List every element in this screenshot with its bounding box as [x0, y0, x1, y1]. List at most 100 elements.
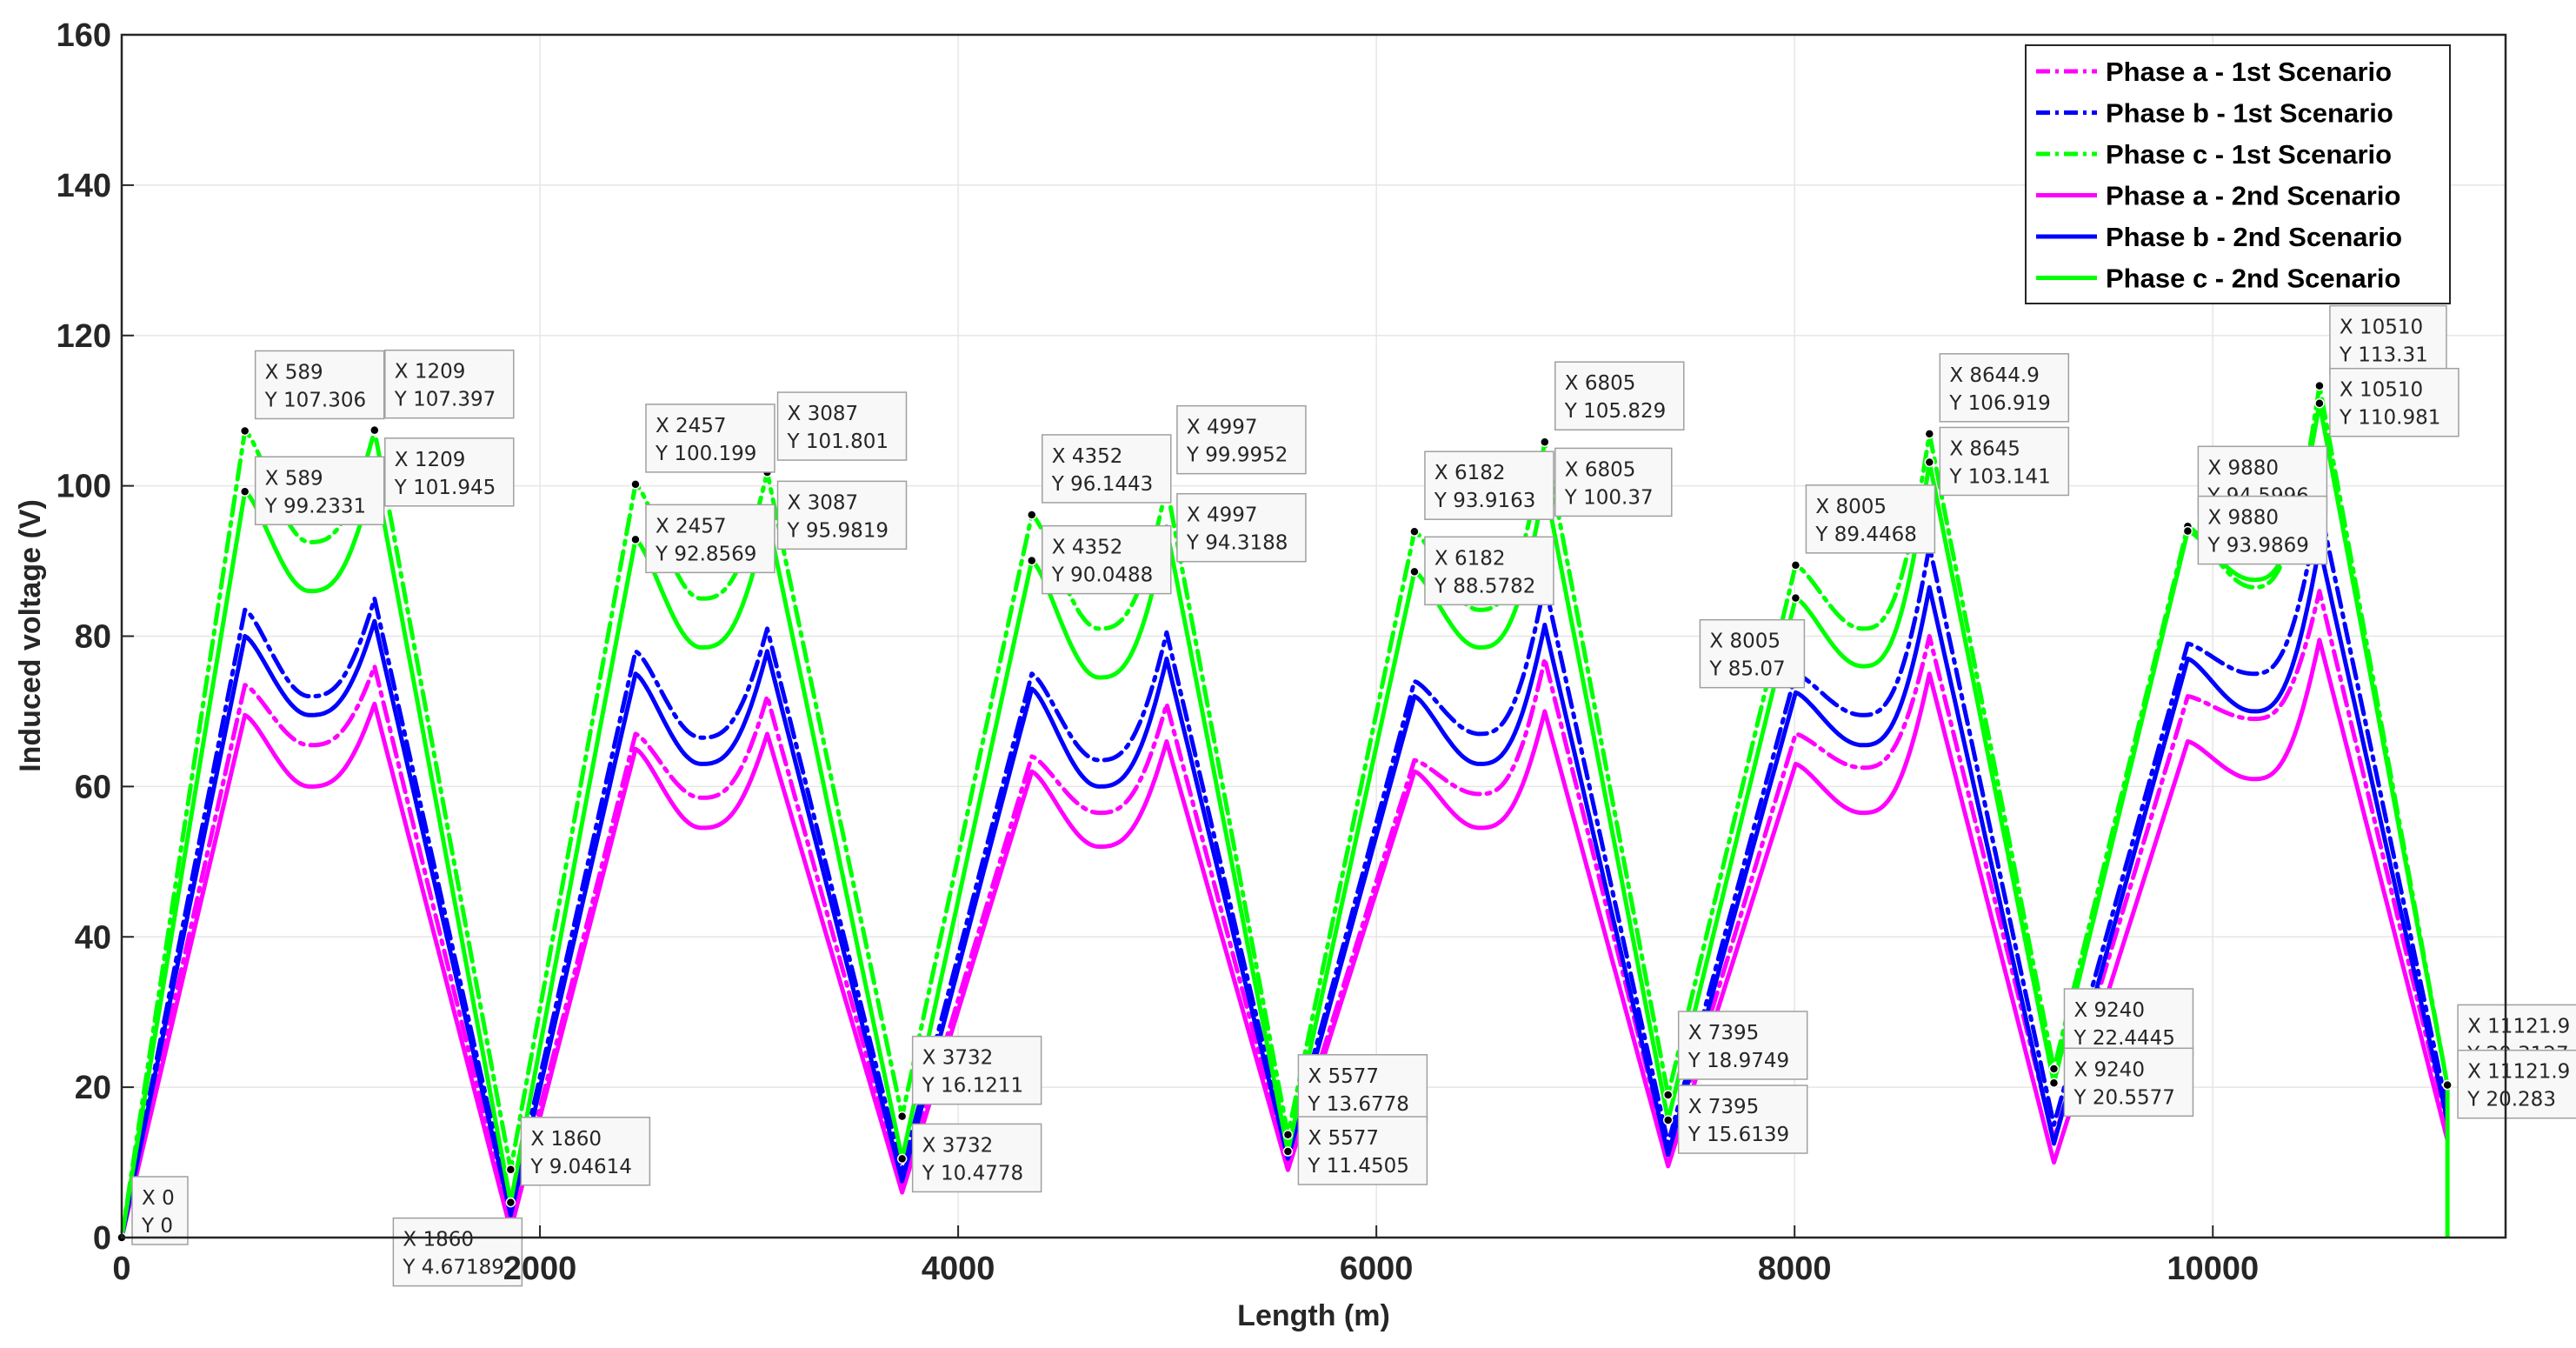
- datatip: X 3732 Y 16.1211: [911, 1035, 1042, 1105]
- datatip-y: Y 107.397: [394, 389, 496, 411]
- datatip-y: Y 13.6778: [1307, 1093, 1408, 1116]
- legend-entry-4: Phase a - 2nd Scenario: [2106, 181, 2400, 211]
- datatip-y: Y 10.4778: [922, 1162, 1023, 1185]
- datatip-marker: [2442, 1079, 2453, 1091]
- datatip-box: [1554, 447, 1673, 517]
- x-tick-label: 2000: [503, 1251, 577, 1287]
- datatip: X 8005 Y 89.4468: [1805, 484, 1936, 554]
- datatip-y: Y 15.6139: [1687, 1124, 1789, 1146]
- datatip-x: X 9880: [2207, 507, 2279, 530]
- datatip: X 8645 Y 103.141: [1939, 426, 2070, 497]
- datatip-x: X 6805: [1565, 458, 1636, 481]
- datatip-x: X 6182: [1434, 547, 1506, 570]
- datatip-marker: [1282, 1146, 1294, 1157]
- datatip-x: X 1860: [403, 1229, 474, 1251]
- datatip-marker: [2314, 380, 2325, 391]
- datatip: X 0Y 0: [131, 1176, 189, 1245]
- x-axis-label: Length (m): [1237, 1299, 1390, 1332]
- datatip-box: [1424, 450, 1554, 520]
- datatip-x: X 1209: [395, 449, 466, 471]
- datatip-marker: [1790, 592, 1801, 604]
- datatip-x: X 0: [142, 1187, 175, 1210]
- datatip-x: X 8645: [1949, 437, 2020, 460]
- datatip-x: X 2457: [656, 515, 727, 537]
- datatip-y: Y 0: [141, 1215, 173, 1238]
- y-tick-label: 80: [75, 619, 111, 656]
- datatip-box: [1042, 434, 1172, 504]
- legend-box: [2025, 44, 2451, 304]
- datatip-marker: [896, 1153, 908, 1164]
- series-line-5: [119, 544, 2450, 1240]
- y-tick-label: 100: [57, 469, 111, 505]
- datatip: X 589 Y 107.306: [254, 350, 385, 420]
- x-tick-label: 0: [112, 1251, 130, 1287]
- datatip-marker: [1662, 1090, 1674, 1100]
- datatip-x: X 2457: [656, 415, 727, 437]
- datatip-box: [392, 1217, 523, 1287]
- datatip-marker: [369, 424, 380, 436]
- datatip-box: [2063, 1047, 2194, 1118]
- datatip-marker: [505, 1164, 516, 1175]
- datatip-y: Y 4.67189: [402, 1257, 503, 1279]
- datatip: X 4997 Y 99.9952: [1176, 404, 1307, 475]
- datatip-box: [131, 1176, 189, 1245]
- legend-entry-1: Phase a - 1st Scenario: [2106, 57, 2392, 87]
- x-tick-label: 10000: [2167, 1251, 2259, 1287]
- datatip-x: X 4997: [1187, 504, 1258, 527]
- datatip-x: X 8644.9: [1949, 364, 2040, 387]
- legend-entry-2: Phase b - 1st Scenario: [2106, 98, 2393, 129]
- datatip: X 6805 Y 105.829: [1554, 361, 1685, 430]
- datatip: X 1209 Y 107.397: [384, 349, 515, 419]
- datatip-y: Y 101.801: [787, 430, 889, 453]
- datatip-marker: [2182, 525, 2193, 537]
- datatip-marker: [896, 1111, 908, 1122]
- datatip-x: X 4997: [1187, 417, 1258, 439]
- datatip-x: X 5577: [1308, 1127, 1379, 1150]
- datatip-x: X 10510: [2340, 317, 2423, 339]
- datatip: X 6805 Y 100.37: [1554, 447, 1673, 517]
- datatip-y: Y 85.07: [1708, 658, 1785, 681]
- datatip-x: X 8005: [1815, 496, 1887, 518]
- y-tick-label: 0: [93, 1220, 111, 1257]
- datatip-box: [776, 391, 908, 461]
- datatip-y: Y 107.306: [264, 389, 366, 411]
- datatip-marker: [1027, 510, 1037, 520]
- datatip-x: X 3732: [922, 1134, 994, 1157]
- datatip-y: Y 99.2331: [264, 495, 366, 517]
- datatip-marker: [1027, 555, 1037, 566]
- legend-entry-6: Phase c - 2nd Scenario: [2106, 264, 2400, 294]
- datatip: X 5577 Y 13.6778: [1297, 1054, 1428, 1124]
- datatip-box: [1297, 1116, 1428, 1185]
- datatip-y: Y 95.9819: [787, 519, 889, 542]
- datatip-x: X 589: [265, 361, 323, 384]
- datatip-box: [2197, 495, 2328, 565]
- datatip-marker: [1662, 1115, 1674, 1125]
- datatip-x: X 3087: [788, 403, 859, 425]
- datatip-x: X 1209: [395, 361, 466, 384]
- datatip-x: X 4352: [1052, 445, 1123, 468]
- datatip-y: Y 88.5782: [1434, 575, 1535, 597]
- datatip-box: [1699, 618, 1806, 689]
- datatip-y: Y 99.9952: [1186, 444, 1288, 467]
- legend: Phase a - 1st Scenario Phase b - 1st Scen…: [2025, 44, 2451, 304]
- datatip-box: [1176, 404, 1307, 475]
- datatip-box: [645, 404, 775, 473]
- datatip-marker: [505, 1197, 516, 1208]
- datatip-y: Y 100.199: [655, 443, 756, 465]
- datatip-box: [1042, 524, 1172, 595]
- datatip-box: [645, 504, 775, 574]
- datatip-box: [1939, 353, 2070, 423]
- datatip-x: X 9240: [2073, 999, 2145, 1022]
- datatip-marker: [630, 479, 641, 490]
- datatip-x: X 10510: [2340, 379, 2423, 402]
- datatip-y: Y 96.1443: [1051, 473, 1153, 496]
- datatip-x: X 1860: [530, 1128, 602, 1151]
- datatip: X 5577 Y 11.4505: [1297, 1116, 1428, 1185]
- datatip-box: [2457, 1049, 2576, 1119]
- datatip-y: Y 100.37: [1564, 486, 1654, 509]
- datatip-box: [1677, 1084, 1808, 1154]
- datatip-box: [254, 350, 385, 420]
- datatip: X 4352 Y 96.1443: [1042, 434, 1172, 504]
- datatip-y: Y 22.4445: [2073, 1027, 2174, 1050]
